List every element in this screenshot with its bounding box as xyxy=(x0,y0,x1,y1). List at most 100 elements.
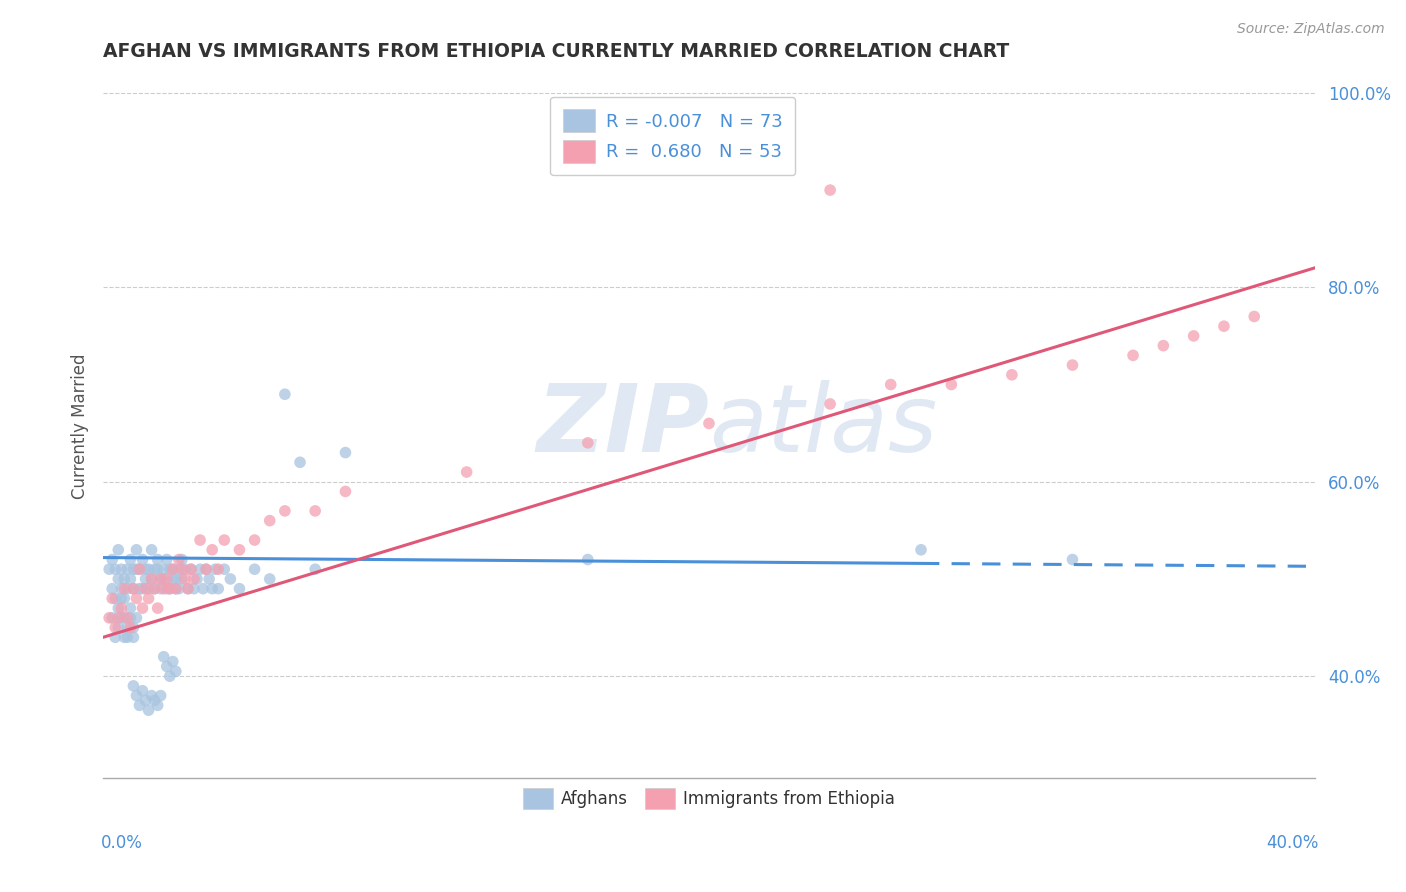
Point xyxy=(304,504,326,518)
Point xyxy=(125,562,148,576)
Legend: Afghans, Immigrants from Ethiopia: Afghans, Immigrants from Ethiopia xyxy=(516,781,901,815)
Point xyxy=(138,591,160,606)
Point xyxy=(122,630,145,644)
Point xyxy=(117,562,139,576)
Point xyxy=(818,183,841,197)
Point xyxy=(910,542,932,557)
Point xyxy=(228,542,250,557)
Point xyxy=(159,582,181,596)
Point xyxy=(141,572,163,586)
Point xyxy=(576,435,599,450)
Point xyxy=(1152,338,1174,352)
Point xyxy=(1182,329,1205,343)
Point xyxy=(204,562,226,576)
Point xyxy=(207,582,229,596)
Point xyxy=(198,572,221,586)
Point xyxy=(112,630,135,644)
Point xyxy=(122,562,145,576)
Point xyxy=(214,562,236,576)
Point xyxy=(120,611,142,625)
Point xyxy=(104,562,127,576)
Point xyxy=(259,572,281,586)
Point xyxy=(274,504,297,518)
Point xyxy=(167,562,190,576)
Point xyxy=(107,572,129,586)
Point xyxy=(228,582,250,596)
Point xyxy=(141,542,163,557)
Point xyxy=(112,582,135,596)
Point xyxy=(125,689,148,703)
Point xyxy=(1243,310,1265,324)
Point xyxy=(1062,552,1084,566)
Text: 0.0%: 0.0% xyxy=(101,834,143,852)
Point xyxy=(243,533,266,547)
Point xyxy=(162,655,184,669)
Point xyxy=(112,611,135,625)
Point xyxy=(195,562,218,576)
Point xyxy=(117,582,139,596)
Point xyxy=(149,572,172,586)
Point xyxy=(128,562,150,576)
Point xyxy=(110,601,132,615)
Point xyxy=(156,552,179,566)
Point xyxy=(104,591,127,606)
Point xyxy=(149,689,172,703)
Point xyxy=(156,572,179,586)
Point xyxy=(174,562,197,576)
Point xyxy=(152,572,174,586)
Point xyxy=(149,582,172,596)
Point xyxy=(170,552,193,566)
Point xyxy=(146,601,169,615)
Point xyxy=(146,552,169,566)
Point xyxy=(167,582,190,596)
Point xyxy=(167,552,190,566)
Point xyxy=(107,611,129,625)
Point xyxy=(335,445,357,459)
Point xyxy=(186,572,208,586)
Point xyxy=(177,582,200,596)
Point xyxy=(101,552,124,566)
Point xyxy=(112,591,135,606)
Point xyxy=(146,698,169,713)
Point xyxy=(143,582,166,596)
Point xyxy=(183,572,205,586)
Point xyxy=(941,377,963,392)
Point xyxy=(1001,368,1024,382)
Point xyxy=(110,582,132,596)
Point xyxy=(159,562,181,576)
Point xyxy=(191,582,214,596)
Point xyxy=(122,679,145,693)
Point xyxy=(880,377,903,392)
Point xyxy=(131,552,153,566)
Point xyxy=(170,562,193,576)
Text: 40.0%: 40.0% xyxy=(1267,834,1319,852)
Point xyxy=(170,572,193,586)
Point xyxy=(165,582,187,596)
Point xyxy=(201,582,224,596)
Point xyxy=(125,611,148,625)
Point xyxy=(138,562,160,576)
Point xyxy=(101,591,124,606)
Point xyxy=(152,582,174,596)
Point xyxy=(117,611,139,625)
Point xyxy=(98,611,121,625)
Point xyxy=(120,552,142,566)
Point xyxy=(141,572,163,586)
Point xyxy=(174,572,197,586)
Point xyxy=(162,562,184,576)
Point xyxy=(128,698,150,713)
Point xyxy=(135,572,157,586)
Point xyxy=(138,582,160,596)
Point xyxy=(107,601,129,615)
Point xyxy=(98,562,121,576)
Text: AFGHAN VS IMMIGRANTS FROM ETHIOPIA CURRENTLY MARRIED CORRELATION CHART: AFGHAN VS IMMIGRANTS FROM ETHIOPIA CURRE… xyxy=(103,42,1010,61)
Point xyxy=(214,533,236,547)
Point xyxy=(120,572,142,586)
Point xyxy=(818,397,841,411)
Point xyxy=(156,582,179,596)
Point xyxy=(104,630,127,644)
Y-axis label: Currently Married: Currently Married xyxy=(72,353,89,499)
Point xyxy=(110,591,132,606)
Point xyxy=(165,582,187,596)
Point xyxy=(120,601,142,615)
